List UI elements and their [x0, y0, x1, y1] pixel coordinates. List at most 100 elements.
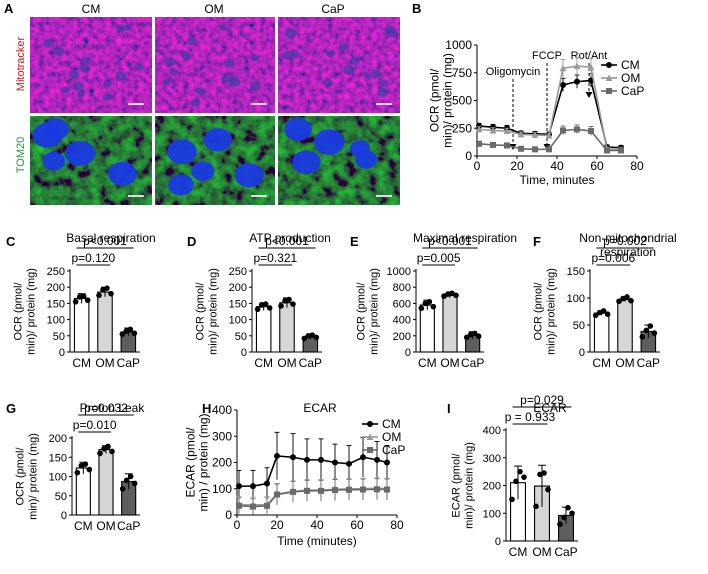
panel-d-y-axis-label-group: OCR (pmol/min)/ protein (mg)	[195, 268, 220, 355]
panel-f-y-tick-label: 100	[567, 293, 585, 305]
panel-g-y-tick-label: 150	[49, 452, 67, 464]
panel-h-legend-label-cap: CaP	[382, 443, 405, 457]
panel-e-data-point-cap	[475, 333, 482, 340]
panel-b-data-point-om	[517, 130, 525, 138]
panel-h-data-point-cm	[274, 452, 280, 459]
panel-i-y-axis-label-line-2: min)/ protein (mg)	[464, 442, 476, 529]
panel-d-y-tick-label: 150	[229, 298, 247, 310]
panel-b-series-cap	[476, 124, 624, 154]
panel-b-data-point-cap	[574, 126, 580, 133]
panel-g-letter: G	[6, 401, 16, 416]
panel-e-y-tick-label: 200	[393, 331, 411, 343]
mitotracker-label: Mitotracker	[15, 36, 27, 91]
panel-h-x-tick-label: 80	[390, 518, 404, 532]
panel-d-data-point-cm	[266, 305, 273, 311]
panel-d-data-point-cm	[254, 306, 261, 313]
panel-f-category-label-om: OM	[615, 356, 634, 370]
panel-h-data-point-cm	[250, 483, 256, 490]
panel-g-data-point-cm	[86, 466, 93, 473]
panel-e-title: Maximal respiration	[413, 231, 517, 245]
panel-b-line-chart: B OCR (pmol/min)/ protein (mg) Time, minut…	[412, 1, 644, 187]
tom20-image-cm	[30, 116, 152, 205]
panel-i-data-point-cap	[561, 514, 567, 521]
panel-b-data-point-om	[489, 126, 497, 134]
panel-c-y-tick-label: 200	[47, 282, 65, 294]
micrograph-tiles	[30, 17, 400, 205]
panel-i-data-point-cap	[569, 510, 575, 517]
panel-b-data-point-om	[531, 131, 539, 138]
panel-b-data-point-om	[503, 127, 511, 135]
panel-i-y-tick-label: 400	[483, 425, 501, 437]
panel-h-data-point-cap	[274, 491, 280, 498]
panel-e-p-value: p<0.001	[428, 234, 472, 248]
panel-h-legend-marker-om	[366, 433, 374, 440]
panel-f-data-point-cap	[647, 323, 654, 329]
mitotracker-row-label: Mitotracker	[15, 36, 27, 91]
panel-i-title: ECAR	[533, 401, 567, 415]
panel-h-y-axis-label-line-2: min) / protein (mg)	[197, 413, 211, 511]
panel-d-y-tick-label: 50	[235, 331, 247, 343]
panel-e-category-label-cm: CM	[418, 356, 437, 370]
panel-f-title-line-1: Non-mitochondrial	[579, 231, 676, 245]
panel-b-data-point-cap	[618, 147, 624, 154]
panel-h-data-point-cap	[250, 503, 256, 510]
panel-h-data-point-cm	[318, 456, 324, 463]
panel-b-y-axis-label-line-1: OCR (pmol/	[428, 68, 442, 132]
panel-b-y-tick-label: 250	[452, 121, 472, 135]
panel-f-data-point-cm	[604, 311, 611, 318]
panel-b-y-tick-label: 750	[452, 66, 472, 80]
panel-e-data-point-cm	[430, 303, 437, 310]
panel-e-p-value: p=0.005	[417, 251, 461, 265]
panel-c-category-label-cap: CaP	[117, 356, 140, 370]
panel-f-data-point-cm	[600, 308, 607, 314]
panel-g-category-label-cap: CaP	[117, 519, 140, 533]
panel-a-micrographs: A CM OM CaP Mitotracker TOM20	[4, 1, 400, 205]
panel-h-legend-label-cm: CM	[382, 417, 401, 431]
panel-h-data-point-cm	[384, 459, 390, 466]
panel-g-data-point-cm	[74, 469, 81, 476]
panel-h-y-tick-label: 200	[212, 456, 232, 470]
panel-i-data-point-om	[545, 486, 551, 493]
panel-h-y-axis-label-group: ECAR (pmol/min) / protein (mg)	[184, 413, 211, 511]
mitotracker-image-cap	[278, 17, 400, 113]
panel-h-legend-marker-cap	[367, 447, 373, 453]
panel-g-y-axis-label-group: OCR (pmol/min)/ protein (mg)	[15, 433, 40, 520]
panel-d-bar-cm	[255, 306, 272, 353]
panel-h-data-point-cm	[264, 480, 270, 487]
panel-d-data-point-cm	[262, 301, 269, 307]
panel-i-y-axis-label-group: ECAR (pmol/min)/ protein (mg)	[451, 442, 476, 529]
panel-e-bar-om	[442, 294, 458, 353]
panel-e-y-tick-label: 600	[393, 298, 411, 310]
panel-h-y-tick-label: 0	[225, 508, 232, 522]
panel-b-data-point-cap	[588, 128, 594, 135]
panel-d-p-value: p<0.001	[265, 234, 309, 248]
panel-b-legend-label-om: OM	[621, 71, 640, 85]
panel-d-data-point-om	[286, 296, 292, 303]
panel-b-data-point-cap	[604, 147, 610, 154]
panel-g-y-tick-label: 100	[49, 472, 67, 484]
panel-i-y-tick-label: 300	[483, 453, 501, 465]
panel-h-x-tick-label: 20	[270, 518, 284, 532]
panel-h-letter: H	[202, 401, 211, 416]
panel-h-y-tick-label: 100	[212, 482, 232, 496]
panel-i-data-point-cap	[557, 521, 563, 528]
panel-i-category-label-cm: CM	[509, 545, 528, 559]
panel-f-y-tick-label: 50	[573, 320, 585, 332]
panel-g-bar-om	[98, 448, 114, 516]
panel-c-y-tick-label: 150	[47, 298, 65, 310]
panel-h-data-point-cap	[384, 486, 390, 493]
panel-d-category-label-cap: CaP	[299, 356, 322, 370]
panel-i-category-label-cap: CaP	[554, 545, 577, 559]
panel-g-data-point-om	[109, 448, 115, 455]
panel-b-legend-marker-cap	[606, 88, 612, 94]
panel-c-p-value: p<0.001	[83, 234, 127, 248]
panel-f-y-tick-label: 150	[567, 266, 585, 278]
panel-d-y-tick-label: 0	[241, 347, 247, 359]
panel-f-data-point-om	[616, 298, 622, 305]
panel-b-y-axis-label-group: OCR (pmol/min)/ protein (mg)	[428, 53, 455, 148]
panel-g-data-point-cap	[131, 480, 138, 487]
panel-e-data-point-cm	[426, 298, 433, 305]
panel-e-y-tick-label: 400	[393, 315, 411, 327]
panel-b-annotation-arrowhead	[585, 92, 593, 98]
panel-i-y-tick-label: 200	[483, 481, 501, 493]
